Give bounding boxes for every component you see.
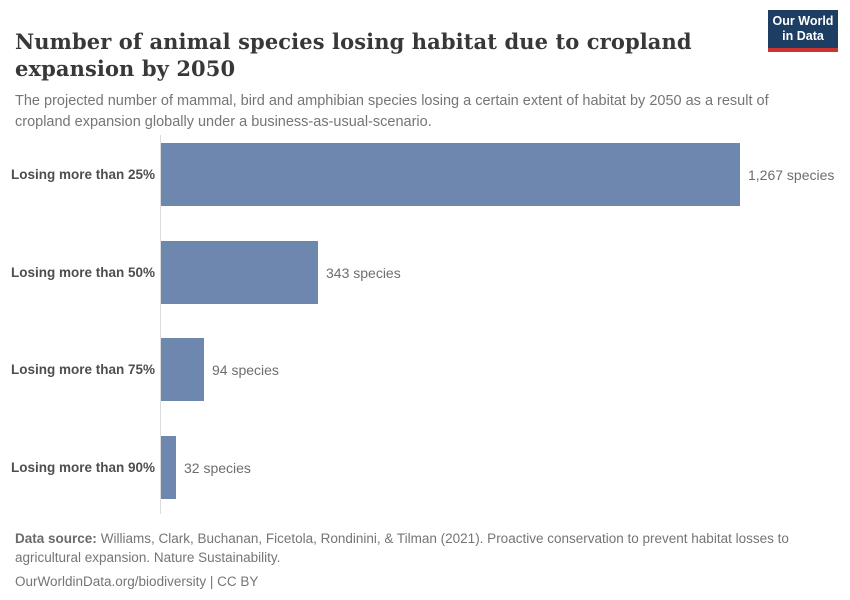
data-source-note: Data source: Williams, Clark, Buchanan, F… <box>15 530 827 568</box>
value-label: 94 species <box>212 361 279 378</box>
owid-logo[interactable]: Our World in Data <box>768 10 838 52</box>
chart-title: Number of animal species losing habitat … <box>15 29 692 82</box>
bar[interactable] <box>161 143 740 206</box>
bar[interactable] <box>161 241 318 304</box>
data-source-label: Data source: <box>15 531 97 546</box>
owid-logo-line2: in Data <box>782 29 824 43</box>
category-label: Losing more than 50% <box>10 265 155 280</box>
value-label: 1,267 species <box>748 166 835 183</box>
owid-logo-line1: Our World <box>772 14 834 28</box>
bar-chart: Losing more than 25% 1,267 species Losing … <box>0 135 850 514</box>
value-label: 32 species <box>184 459 251 476</box>
data-source-text: Williams, Clark, Buchanan, Ficetola, Ron… <box>15 531 789 565</box>
chart-subtitle: The projected number of mammal, bird and… <box>15 92 769 130</box>
value-label: 343 species <box>326 264 401 281</box>
bar[interactable] <box>161 338 204 401</box>
y-axis-line <box>160 135 161 514</box>
license-link[interactable]: OurWorldinData.org/biodiversity | CC BY <box>15 573 259 589</box>
category-label: Losing more than 75% <box>10 362 155 377</box>
category-label: Losing more than 25% <box>10 167 155 182</box>
category-label: Losing more than 90% <box>10 460 155 475</box>
chart-footer: Data source: Williams, Clark, Buchanan, F… <box>15 530 827 597</box>
bar[interactable] <box>161 436 176 499</box>
